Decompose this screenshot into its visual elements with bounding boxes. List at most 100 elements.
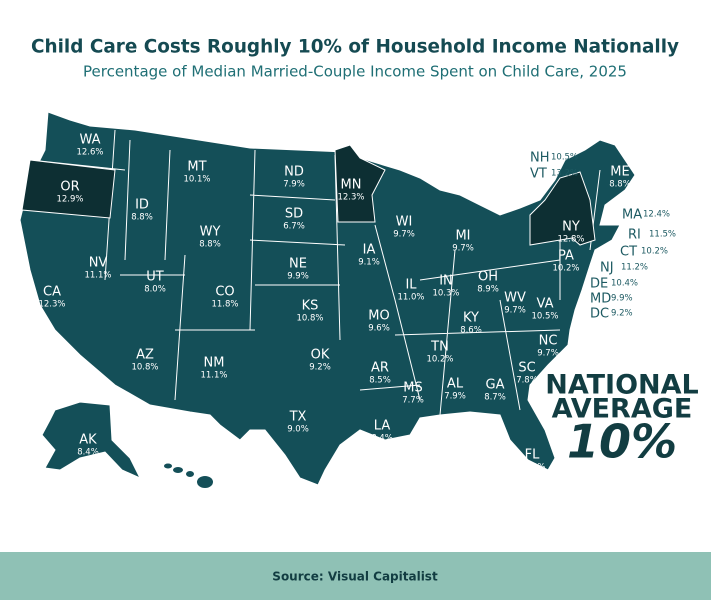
state-abbr: AL: [447, 377, 464, 392]
state-abbr: MO: [368, 309, 389, 324]
subtitle: Percentage of Median Married-Couple Inco…: [83, 63, 627, 81]
state-value: 9.9%: [611, 294, 633, 304]
state-abbr: RI: [628, 228, 641, 243]
state-abbr: NC: [539, 334, 558, 349]
state-abbr: KY: [463, 311, 479, 326]
state-value: 8.8%: [199, 240, 221, 250]
oregon-highlight: [21, 159, 116, 219]
state-abbr: NJ: [600, 261, 614, 276]
source: Source: Visual Capitalist: [272, 570, 438, 584]
state-value: 6.7%: [283, 222, 305, 232]
state-value: 10.2%: [641, 247, 668, 257]
state-value: 10.8%: [131, 363, 158, 373]
state-value: 9.2%: [611, 309, 633, 319]
state-abbr: MI: [455, 229, 470, 244]
state-value: 8.6%: [460, 326, 482, 336]
state-value: 10.3%: [432, 289, 459, 299]
footer-band: [0, 552, 711, 600]
state-value: 10.2%: [552, 264, 579, 274]
state-abbr: WI: [396, 215, 413, 230]
state-value: 10.5%: [531, 312, 558, 322]
state-value: 12.8%: [557, 235, 584, 245]
state-abbr: WA: [79, 133, 100, 148]
state-abbr: TN: [430, 340, 449, 355]
state-value: 10.1%: [183, 175, 210, 185]
minnesota-highlight: [334, 144, 386, 223]
map: [19, 111, 636, 488]
state-value: 8.7%: [484, 393, 506, 403]
state-abbr: AK: [79, 433, 97, 448]
state-abbr: MS: [403, 381, 422, 396]
state-value: 12.3%: [38, 300, 65, 310]
state-value: 10.8%: [296, 314, 323, 324]
state-value: 12.4%: [643, 210, 670, 220]
state-value: 7.9%: [444, 392, 466, 402]
state-abbr: MD: [590, 292, 611, 307]
state-abbr: OH: [478, 270, 498, 285]
state-value: 9.7%: [537, 349, 559, 359]
state-value: 9.7%: [452, 244, 474, 254]
state-value: 10.4%: [611, 279, 638, 289]
state-value: 11.5%: [649, 230, 676, 240]
state-value: 9.7%: [393, 230, 415, 240]
state-abbr: NM: [204, 356, 225, 371]
state-value: 10.2%: [426, 355, 453, 365]
state-abbr: DE: [590, 277, 608, 292]
state-value: 8.8%: [609, 180, 631, 190]
state-abbr: SD: [285, 207, 303, 222]
state-abbr: ND: [284, 165, 304, 180]
state-abbr: NV: [89, 256, 108, 271]
state-abbr: CO: [215, 285, 234, 300]
state-abbr: VT: [530, 167, 547, 182]
state-abbr: AR: [371, 361, 389, 376]
state-value: 8.4%: [371, 434, 393, 444]
state-abbr: OK: [311, 348, 330, 363]
state-value: 9.2%: [309, 363, 331, 373]
state-abbr: DC: [590, 307, 609, 322]
state-abbr: IL: [405, 278, 417, 293]
state-value: 9.7%: [504, 306, 526, 316]
state-value: 8.8%: [131, 213, 153, 223]
state-abbr: PA: [558, 249, 574, 264]
state-value: 9.1%: [358, 258, 380, 268]
state-value: 9.9%: [287, 272, 309, 282]
state-value: 10.0%: [518, 463, 545, 473]
alaska: [41, 401, 142, 480]
state-abbr: LA: [374, 419, 391, 434]
state-value: 8.0%: [144, 285, 166, 295]
state-value: 10.5%: [551, 153, 578, 163]
state-abbr: NH: [530, 151, 550, 166]
state-abbr: OR: [60, 180, 79, 195]
state-abbr: MN: [341, 178, 362, 193]
state-abbr: MT: [187, 160, 206, 175]
state-abbr: NY: [562, 220, 580, 235]
national-label: AVERAGE: [552, 394, 693, 425]
state-value: 8.5%: [369, 376, 391, 386]
state-value: 8.9%: [477, 285, 499, 295]
state-value: 7.8%: [516, 376, 538, 386]
state-abbr: HI: [186, 487, 200, 502]
state-abbr: AZ: [136, 348, 154, 363]
national-value: 10%: [567, 415, 677, 469]
state-abbr: NE: [289, 257, 307, 272]
state-value: 7.9%: [283, 180, 305, 190]
state-value: 7.7%: [402, 396, 424, 406]
state-value: 12.3%: [337, 193, 364, 203]
state-value: 11.1%: [200, 371, 227, 381]
state-value: 11.0%: [397, 293, 424, 303]
state-abbr: GA: [486, 378, 505, 393]
state-value: 13.2%: [551, 169, 578, 179]
state-value: 11.2%: [621, 263, 648, 273]
state-value: 8.4%: [77, 448, 99, 458]
state-abbr: SC: [518, 361, 535, 376]
state-borders: [29, 129, 601, 416]
state-abbr: ME: [610, 165, 629, 180]
national-label: NATIONAL: [545, 370, 699, 401]
state-abbr: CA: [43, 285, 61, 300]
newyork-highlight: [529, 171, 596, 246]
state-value: 13.5%: [179, 502, 206, 512]
state-value: 9.0%: [287, 425, 309, 435]
hawaii: [164, 463, 213, 488]
